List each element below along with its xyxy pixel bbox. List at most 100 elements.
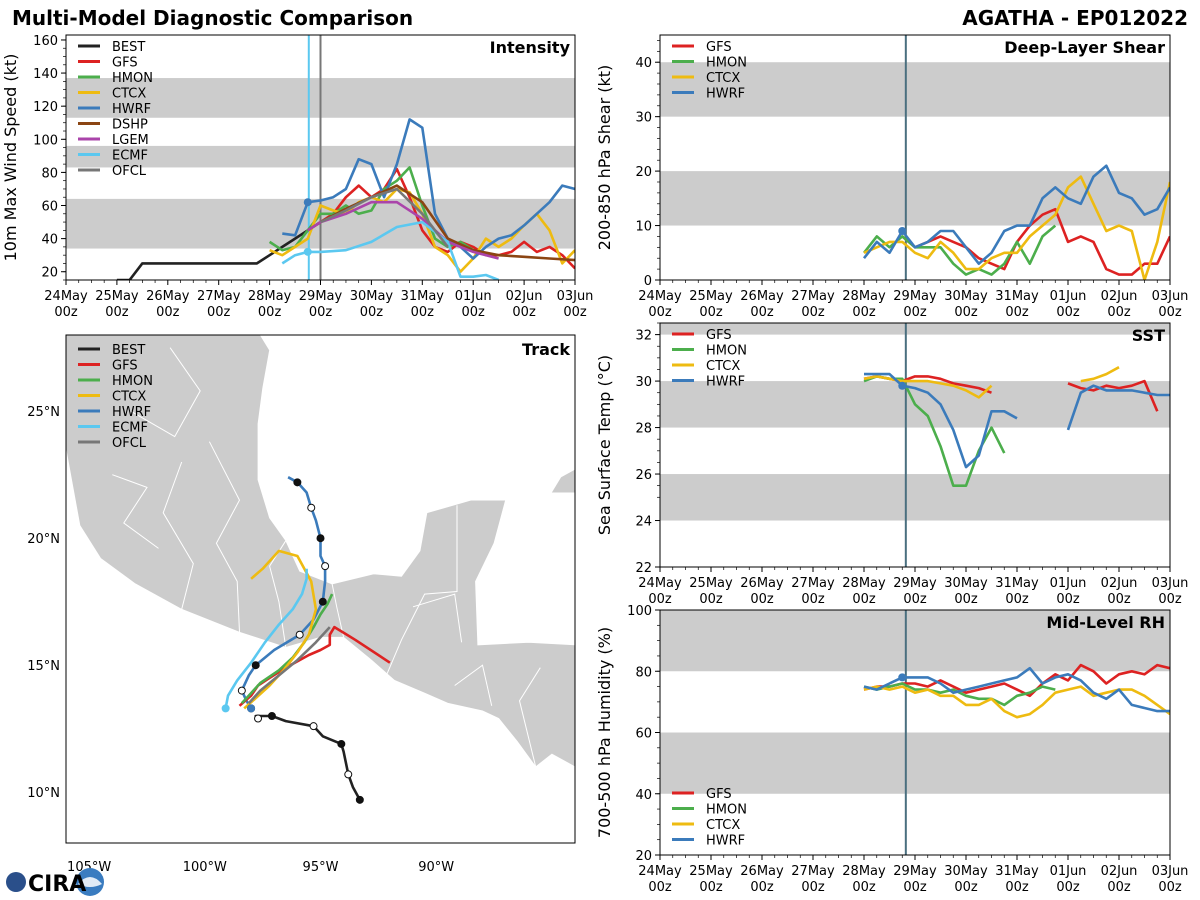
intensity-xtick-label: 29May: [299, 289, 343, 304]
rh-ytick-label: 100: [627, 604, 652, 619]
shear-xtick-label: 27May: [791, 289, 835, 304]
intensity-xtick-label: 00z: [411, 305, 435, 320]
intensity-legend-label: HWRF: [112, 102, 151, 117]
track-ytick-label: 20°N: [27, 532, 60, 547]
track-legend-label: HMON: [112, 374, 153, 389]
sst-ylabel: Sea Surface Temp (°C): [595, 355, 614, 535]
shear-xtick-label: 00z: [699, 305, 723, 320]
sst-xtick-label: 31May: [995, 576, 1039, 591]
sst-legend-label: CTCX: [706, 359, 740, 374]
sst-panel: 22242628303224May00z25May00z26May00z27Ma…: [595, 322, 1189, 607]
land-border: [331, 583, 345, 638]
shear-ytick-label: 20: [635, 165, 652, 180]
intensity-xtick-label: 00z: [512, 305, 536, 320]
rh-band: [660, 732, 1170, 794]
shear-marker-hwrf: [898, 227, 907, 235]
shear-xtick-label: 00z: [1005, 305, 1029, 320]
intensity-legend-label: DSHP: [112, 118, 148, 133]
sst-legend-label: HWRF: [706, 375, 745, 390]
shear-ytick-label: 10: [635, 220, 652, 235]
rh-ytick-label: 40: [635, 788, 652, 803]
intensity-xtick-label: 02Jun: [506, 289, 543, 304]
intensity-ytick-label: 120: [33, 100, 58, 115]
track-title: Track: [522, 340, 570, 359]
sst-title: SST: [1132, 326, 1165, 345]
shear-legend-label: GFS: [706, 40, 732, 55]
sst-xtick-label: 00z: [903, 592, 927, 607]
land-border: [112, 474, 159, 549]
track-point-hwrf: [293, 478, 302, 487]
logo-circle-left: [6, 872, 26, 892]
track-legend-label: CTCX: [112, 390, 146, 405]
shear-xtick-label: 00z: [852, 305, 876, 320]
track-legend-label: ECMF: [112, 421, 148, 436]
intensity-line-gfs: [307, 167, 575, 270]
rh-ytick-label: 20: [635, 849, 652, 864]
intensity-xtick-label: 00z: [54, 305, 78, 320]
shear-line-hmon: [862, 224, 1057, 276]
shear-line-ctcx: [863, 175, 1170, 280]
track-legend-label: HWRF: [112, 405, 151, 420]
sst-xtick-label: 03Jun: [1152, 576, 1189, 591]
intensity-series: [116, 118, 575, 280]
shear-xtick-label: 31May: [995, 289, 1039, 304]
intensity-ytick-label: 100: [33, 133, 58, 148]
shear-xtick-label: 26May: [740, 289, 784, 304]
shear-xtick-label: 00z: [801, 305, 825, 320]
land-border: [384, 505, 458, 679]
sst-xtick-label: 29May: [893, 576, 937, 591]
track-line-ofcl: [247, 626, 331, 705]
sst-xtick-label: 00z: [852, 592, 876, 607]
track-xtick-label: 100°W: [183, 860, 227, 875]
rh-xtick-label: 25May: [689, 864, 733, 879]
rh-xtick-label: 00z: [648, 880, 672, 895]
intensity-legend-label: OFCL: [112, 164, 147, 179]
rh-line-ctcx: [863, 685, 1170, 719]
rh-panel: 2040608010024May00z25May00z26May00z27May…: [595, 604, 1188, 895]
track-point-ecmf: [221, 704, 230, 713]
sst-xtick-label: 27May: [791, 576, 835, 591]
rh-xtick-label: 29May: [893, 864, 937, 879]
shear-xtick-label: 00z: [954, 305, 978, 320]
intensity-xtick-label: 24May: [44, 289, 88, 304]
rh-xtick-label: 00z: [1056, 880, 1080, 895]
intensity-ytick-label: 20: [41, 266, 58, 281]
rh-xtick-label: 31May: [995, 864, 1039, 879]
track-legend-label: OFCL: [112, 436, 147, 451]
cira-logo: CIRA: [6, 868, 104, 897]
shear-ytick-label: 0: [644, 274, 652, 289]
rh-xtick-label: 00z: [852, 880, 876, 895]
track-lines: [221, 476, 391, 804]
rh-xtick-label: 02Jun: [1101, 864, 1138, 879]
track-line-ecmf: [224, 568, 308, 709]
shear-xtick-label: 00z: [750, 305, 774, 320]
intensity-line-hmon: [268, 166, 474, 252]
track-frame: [65, 334, 576, 844]
rh-title: Mid-Level RH: [1046, 613, 1165, 632]
intensity-xtick-label: 31May: [401, 289, 445, 304]
land-border: [412, 593, 463, 643]
intensity-marker-ecmf: [303, 247, 312, 256]
intensity-xtick-label: 27May: [197, 289, 241, 304]
track-land: [66, 335, 575, 768]
track-point-best: [267, 712, 276, 720]
rh-series: [863, 663, 1170, 719]
intensity-panel: 2040608010012014016024May00z25May00z26Ma…: [1, 34, 593, 320]
storm-id: AGATHA - EP012022: [962, 6, 1188, 30]
sst-xtick-label: 00z: [648, 592, 672, 607]
rh-legend-label: CTCX: [706, 818, 740, 833]
shear-legend-label: HMON: [706, 56, 747, 71]
rh-xtick-label: 03Jun: [1152, 864, 1189, 879]
shear-xtick-label: 00z: [648, 305, 672, 320]
shear-xtick-label: 02Jun: [1101, 289, 1138, 304]
track-point-hwrf: [251, 661, 260, 670]
sst-ytick-label: 32: [635, 329, 652, 344]
rh-line-gfs: [863, 663, 1170, 698]
sst-ytick-label: 26: [635, 468, 652, 483]
sst-xtick-label: 02Jun: [1101, 576, 1138, 591]
rh-ytick-label: 60: [635, 727, 652, 742]
track-legend-label: BEST: [112, 343, 145, 358]
land-mexico-central-america: [66, 335, 575, 768]
land-border: [162, 461, 194, 610]
shear-series: [862, 164, 1170, 280]
